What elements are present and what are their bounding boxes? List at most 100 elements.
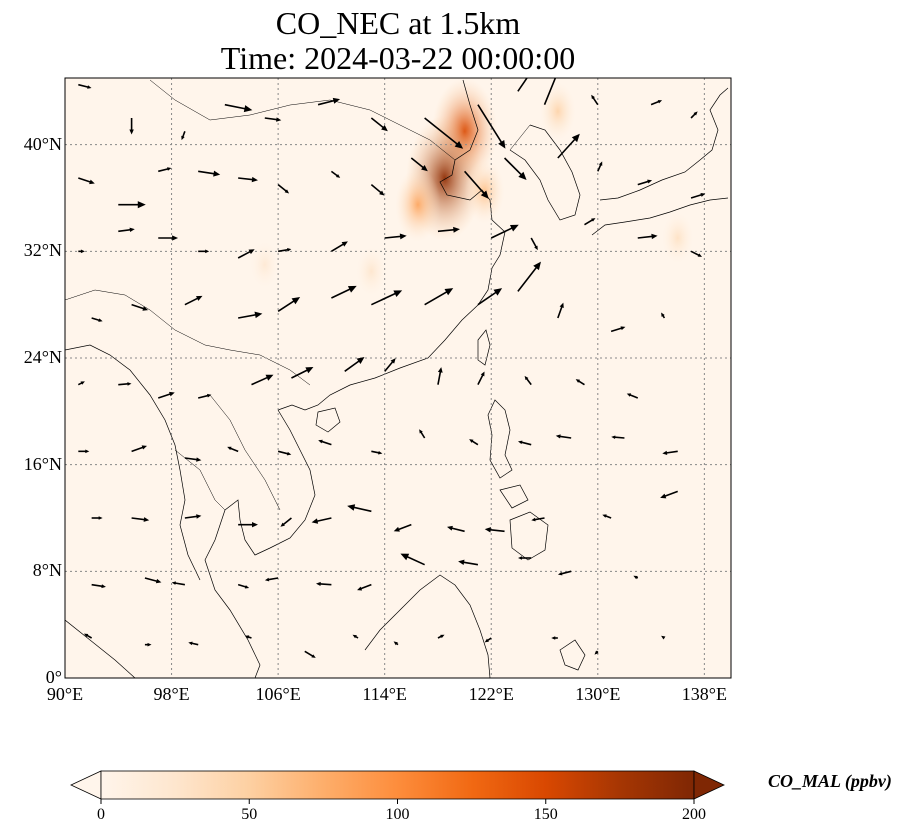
wind-vector — [370, 184, 385, 196]
wind-vector — [690, 111, 698, 119]
wind-vector — [188, 641, 199, 646]
coastline-indochina — [204, 409, 316, 678]
longitude-tick-label: 106°E — [255, 684, 301, 704]
wind-vector — [557, 133, 580, 159]
coastline-taiwan — [477, 329, 491, 366]
map-title-line1: CO_NEC at 1.5km — [275, 5, 521, 41]
wind-vector — [551, 636, 558, 640]
border-line — [65, 289, 311, 386]
wind-vector — [158, 235, 179, 241]
wind-vector — [458, 559, 479, 566]
wind-vector — [661, 312, 666, 319]
coastline-japan — [599, 87, 729, 201]
longitude-tick-label: 90°E — [46, 684, 84, 704]
concentration-plume — [662, 212, 694, 264]
latitude-tick-label: 8°N — [32, 560, 62, 581]
colorbar-extend-low — [70, 770, 102, 800]
coastline-hainan — [315, 407, 341, 433]
latitude-tick-label: 24°N — [23, 347, 62, 367]
wind-vector — [524, 375, 532, 386]
wind-vector — [477, 288, 503, 306]
wind-vector — [78, 449, 90, 454]
map-frame — [64, 77, 732, 679]
wind-vector — [316, 581, 332, 586]
wind-vector — [237, 583, 250, 589]
wind-vector — [144, 577, 162, 584]
wind-vector — [555, 434, 572, 439]
latitude-tick-label: 32°N — [23, 240, 62, 261]
wind-vector — [611, 435, 625, 440]
wind-vector — [575, 379, 585, 386]
coastline-sulawesi — [559, 639, 586, 671]
latitude-tick-label: 16°N — [23, 453, 62, 474]
wind-vectors — [77, 78, 706, 658]
map-title-line2: Time: 2024-03-22 00:00:00 — [220, 40, 576, 76]
border-line — [149, 79, 456, 161]
wind-vector — [424, 117, 464, 149]
wind-vector — [633, 575, 639, 580]
latitude-tick-label: 0° — [45, 667, 62, 687]
wind-vector — [277, 248, 292, 253]
wind-vector — [118, 382, 132, 386]
colorbar-label: CO_MAL (ppbv) — [768, 771, 892, 791]
wind-vector — [626, 393, 639, 399]
coastline-luzon — [487, 399, 513, 479]
coastline-japan-south — [591, 197, 729, 236]
wind-vector — [198, 170, 221, 177]
wind-vector — [437, 226, 460, 233]
wind-vector — [238, 176, 258, 183]
wind-vector — [484, 527, 505, 533]
wind-vector — [610, 326, 626, 333]
wind-vector — [318, 439, 332, 446]
colorbar-extend-high — [693, 770, 725, 800]
wind-vector — [557, 302, 564, 319]
wind-vector — [131, 517, 150, 522]
wind-vector — [393, 641, 399, 646]
wind-vector — [131, 445, 147, 453]
wind-vector — [330, 170, 341, 178]
wind-vector — [518, 440, 532, 446]
wind-vector — [400, 553, 425, 566]
colorbar-tick-label: 100 — [385, 806, 410, 823]
wind-vector — [490, 224, 519, 239]
wind-vector — [330, 241, 348, 253]
colorbar-body — [100, 770, 695, 800]
border-line — [209, 394, 281, 511]
wind-vector — [637, 179, 653, 186]
concentration-field — [250, 78, 694, 296]
wind-vector — [91, 317, 103, 322]
wind-vector — [277, 184, 290, 194]
colorbar-tick-label: 50 — [241, 806, 258, 823]
wind-vector — [331, 285, 357, 299]
wind-vector — [171, 581, 186, 586]
wind-vector — [424, 288, 454, 306]
longitude-tick-label: 98°E — [153, 684, 190, 704]
concentration-plume — [540, 82, 576, 141]
coastline-sumatra — [65, 619, 136, 678]
wind-vector — [304, 650, 316, 658]
wind-vector — [317, 97, 341, 106]
wind-vector — [344, 357, 365, 372]
wind-vector — [238, 521, 258, 528]
wind-vector — [77, 381, 85, 386]
wind-vector — [602, 514, 612, 519]
wind-vector — [557, 570, 572, 576]
coastline-visayas — [499, 484, 529, 509]
border-line — [174, 449, 226, 511]
wind-vector — [227, 446, 239, 453]
graticule — [65, 78, 731, 678]
coastline-bay-of-bengal — [65, 344, 201, 581]
wind-vector — [280, 517, 292, 527]
wind-vector — [291, 367, 314, 379]
wind-vector — [517, 261, 541, 292]
wind-vector — [518, 556, 532, 560]
wind-vector — [91, 583, 106, 589]
border-line — [509, 124, 531, 151]
wind-vector — [650, 100, 663, 106]
coastline-east-asia — [277, 79, 506, 411]
wind-vector — [591, 94, 599, 106]
wind-vector — [78, 83, 92, 89]
wind-vector — [384, 358, 396, 372]
concentration-plume — [356, 247, 387, 296]
wind-vector — [584, 218, 596, 226]
